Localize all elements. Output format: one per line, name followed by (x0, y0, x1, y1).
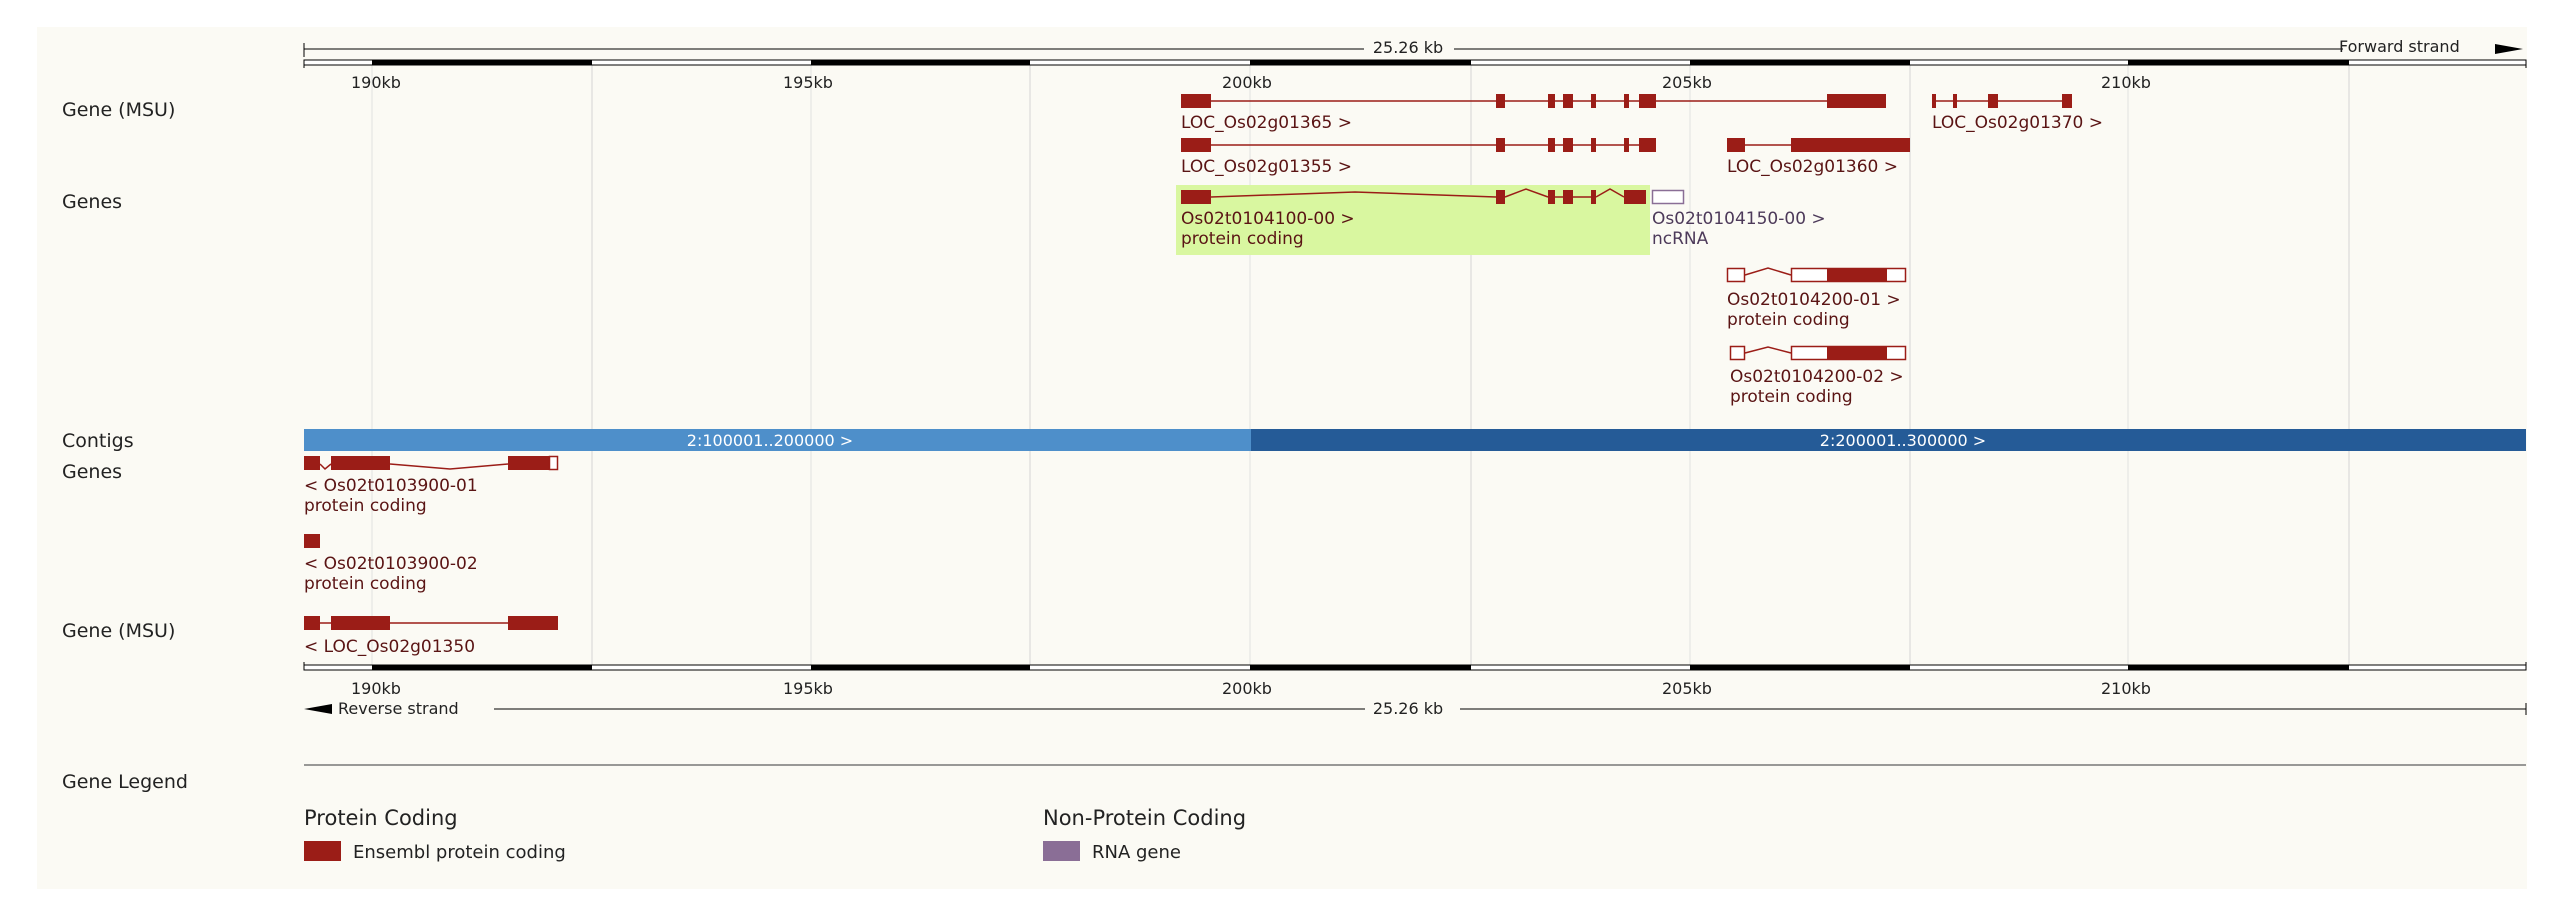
transcript-os02t0103900-01[interactable]: < Os02t0103900-01 protein coding (304, 455, 559, 516)
track-label-contigs: Contigs (62, 430, 134, 452)
transcript-label: < Os02t0103900-02 (304, 554, 478, 574)
transcript-label: Os02t0104150-00 > (1652, 209, 1826, 229)
tick-190kb-bottom: 190kb (351, 679, 401, 698)
forward-arrow-icon (2495, 44, 2523, 54)
transcript-os02t0104100-00[interactable]: Os02t0104100-00 > protein coding (1176, 185, 1650, 255)
top-scale-bar: 25.26 kb Forward strand (303, 37, 2523, 57)
gene-label: LOC_Os02g01370 > (1932, 113, 2103, 133)
transcript-label: Os02t0104100-00 > (1181, 209, 1355, 229)
gene-label: LOC_Os02g01365 > (1181, 113, 1352, 133)
forward-strand-label: Forward strand (2339, 37, 2460, 56)
transcript-label: Os02t0104200-01 > (1727, 290, 1901, 310)
top-ruler: 190kb 195kb 200kb 205kb 210kb (303, 59, 2527, 92)
transcript-os02t0104150-00[interactable]: Os02t0104150-00 > ncRNA (1651, 189, 1826, 250)
track-label-genes-bottom: Genes (62, 461, 122, 483)
gene-legend: Protein Coding Ensembl protein coding No… (304, 764, 2526, 863)
tick-200kb-top: 200kb (1222, 73, 1272, 92)
gene-label: LOC_Os02g01360 > (1727, 157, 1898, 177)
scale-length-label-top: 25.26 kb (1373, 38, 1443, 57)
transcript-os02t0104200-02[interactable]: Os02t0104200-02 > protein coding (1729, 345, 1907, 407)
legend-item-protein: Ensembl protein coding (353, 842, 566, 863)
track-label-gene-msu-bottom: Gene (MSU) (62, 620, 175, 642)
transcript-label: < Os02t0103900-01 (304, 476, 478, 496)
transcript-type: protein coding (1181, 229, 1304, 249)
scale-length-label-bottom: 25.26 kb (1373, 699, 1443, 718)
tick-210kb-top: 210kb (2101, 73, 2151, 92)
legend-item-rna: RNA gene (1092, 842, 1181, 863)
track-label-gene-msu-top: Gene (MSU) (62, 99, 175, 121)
transcript-type: ncRNA (1652, 229, 1709, 249)
transcript-os02t0103900-02[interactable]: < Os02t0103900-02 protein coding (304, 534, 478, 594)
reverse-strand-label: Reverse strand (338, 699, 459, 718)
panel-background (37, 27, 2527, 889)
gene-label: LOC_Os02g01355 > (1181, 157, 1352, 177)
legend-heading-nonprotein: Non-Protein Coding (1043, 806, 1246, 830)
contig-label: 2:200001..300000 > (1820, 431, 1986, 450)
tick-205kb-bottom: 205kb (1662, 679, 1712, 698)
grid-lines (371, 62, 2350, 665)
gene-loc-os02g01370[interactable]: LOC_Os02g01370 > (1932, 94, 2103, 133)
tick-195kb-top: 195kb (783, 73, 833, 92)
tick-200kb-bottom: 200kb (1222, 679, 1272, 698)
bottom-ruler: 190kb 195kb 200kb 205kb 210kb (303, 662, 2527, 698)
bottom-scale-bar: Reverse strand 25.26 kb (304, 699, 2527, 718)
transcript-label: Os02t0104200-02 > (1730, 367, 1904, 387)
tick-190kb-top: 190kb (351, 73, 401, 92)
transcript-type: protein coding (1730, 387, 1853, 407)
track-label-gene-legend: Gene Legend (62, 771, 188, 793)
tick-195kb-bottom: 195kb (783, 679, 833, 698)
legend-heading-protein: Protein Coding (304, 806, 458, 830)
gene-loc-os02g01365[interactable]: LOC_Os02g01365 > (1181, 94, 1886, 133)
contig-2-100001-200000[interactable]: 2:100001..200000 > (304, 429, 1251, 451)
transcript-os02t0104200-01[interactable]: Os02t0104200-01 > protein coding (1726, 267, 1907, 330)
track-label-genes-top: Genes (62, 191, 122, 213)
legend-swatch-protein (304, 841, 341, 861)
reverse-arrow-icon (304, 704, 332, 714)
transcript-type: protein coding (304, 496, 427, 516)
legend-swatch-rna (1043, 841, 1080, 861)
gene-label: < LOC_Os02g01350 (304, 637, 475, 657)
contig-label: 2:100001..200000 > (687, 431, 853, 450)
gene-loc-os02g01360[interactable]: LOC_Os02g01360 > (1727, 138, 1910, 177)
transcript-type: protein coding (1727, 310, 1850, 330)
tick-210kb-bottom: 210kb (2101, 679, 2151, 698)
contig-2-200001-300000[interactable]: 2:200001..300000 > (1251, 429, 2526, 451)
gene-loc-os02g01350[interactable]: < LOC_Os02g01350 (304, 616, 558, 657)
tick-205kb-top: 205kb (1662, 73, 1712, 92)
gene-loc-os02g01355[interactable]: LOC_Os02g01355 > (1181, 138, 1656, 177)
transcript-type: protein coding (304, 574, 427, 594)
